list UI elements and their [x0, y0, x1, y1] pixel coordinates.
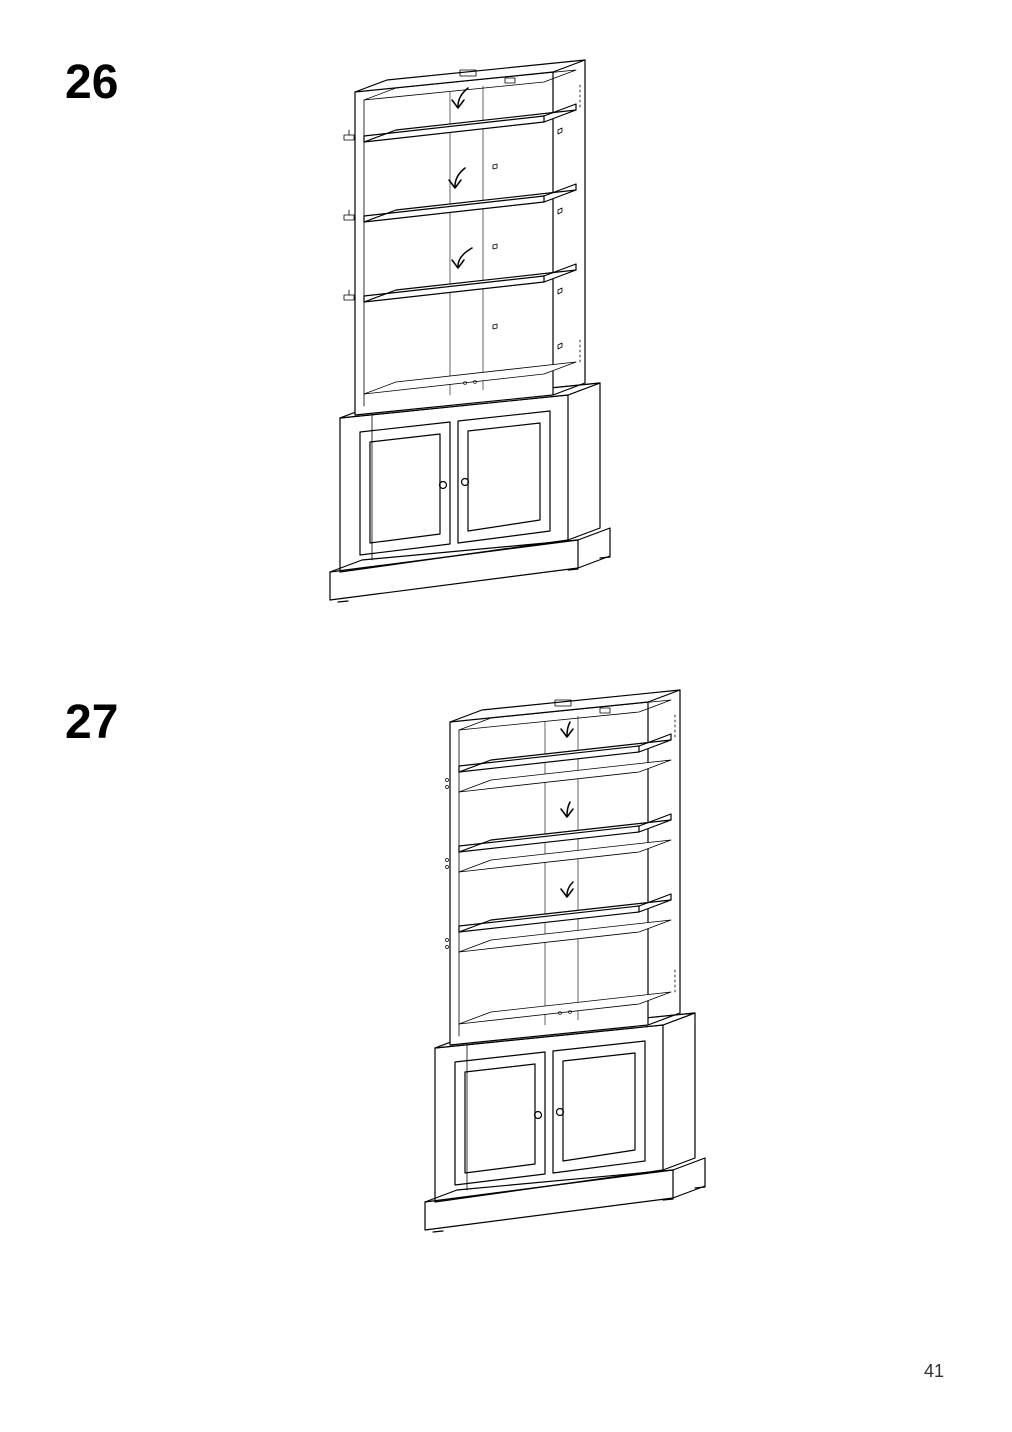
step-number-26: 26	[65, 55, 118, 110]
assembly-diagram-step-27	[395, 680, 725, 1260]
step-number-27: 27	[65, 695, 118, 750]
page-number: 41	[924, 1361, 944, 1382]
assembly-diagram-step-26	[300, 50, 630, 630]
